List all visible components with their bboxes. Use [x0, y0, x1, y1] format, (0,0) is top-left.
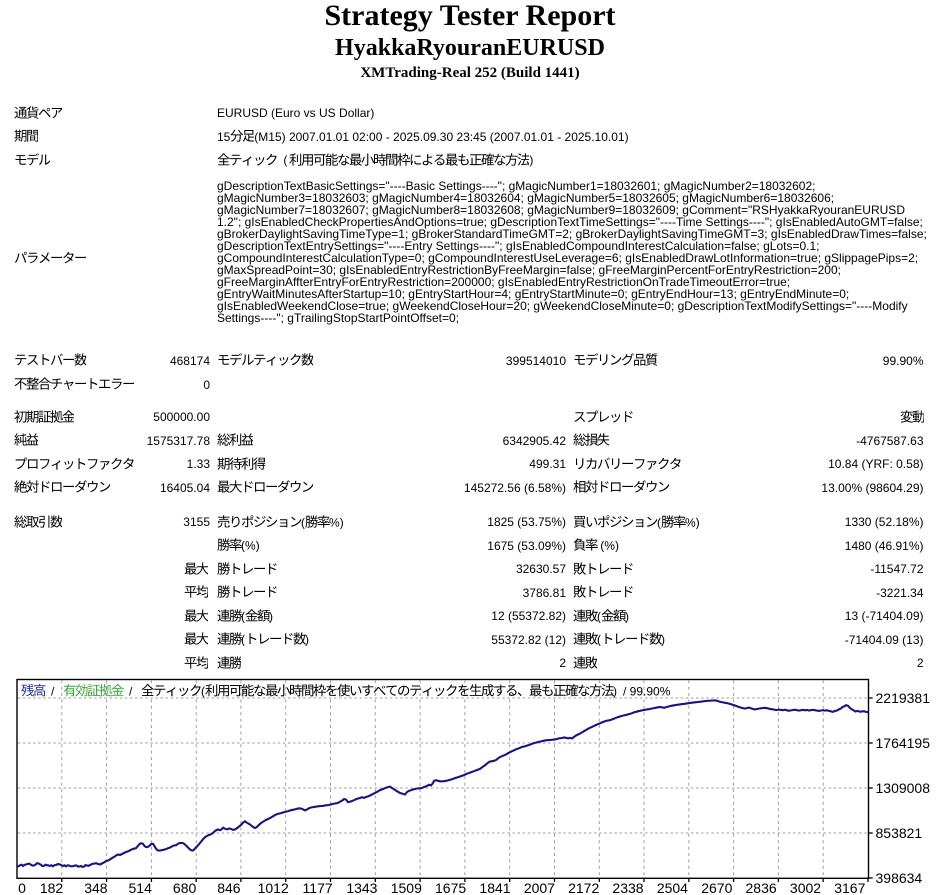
- svg-text:1841: 1841: [479, 880, 510, 895]
- svg-text:2504: 2504: [657, 880, 688, 895]
- svg-text:853821: 853821: [876, 825, 923, 841]
- svg-text:1509: 1509: [391, 880, 422, 895]
- svg-text:3002: 3002: [790, 880, 821, 895]
- svg-text:2219381: 2219381: [876, 690, 931, 706]
- svg-text:0: 0: [18, 880, 26, 895]
- svg-text:846: 846: [217, 880, 241, 895]
- svg-text:1764195: 1764195: [876, 735, 931, 751]
- svg-text:514: 514: [129, 880, 153, 895]
- svg-text:680: 680: [173, 880, 197, 895]
- svg-text:2670: 2670: [701, 880, 732, 895]
- svg-text:398634: 398634: [876, 870, 923, 886]
- svg-text:/ 99.90%: / 99.90%: [623, 684, 671, 698]
- svg-text:348: 348: [84, 880, 108, 895]
- svg-text:2836: 2836: [746, 880, 777, 895]
- svg-text:1012: 1012: [258, 880, 289, 895]
- svg-text:1675: 1675: [435, 880, 466, 895]
- svg-text:2172: 2172: [568, 880, 599, 895]
- svg-text:182: 182: [40, 880, 64, 895]
- svg-text:3167: 3167: [834, 880, 865, 895]
- svg-text:1343: 1343: [346, 880, 377, 895]
- svg-text:1309008: 1309008: [876, 780, 931, 796]
- svg-text:2338: 2338: [612, 880, 643, 895]
- svg-text:1177: 1177: [303, 880, 333, 895]
- svg-text:/: /: [51, 684, 55, 698]
- svg-text:2007: 2007: [524, 880, 555, 895]
- svg-text:/: /: [129, 684, 133, 698]
